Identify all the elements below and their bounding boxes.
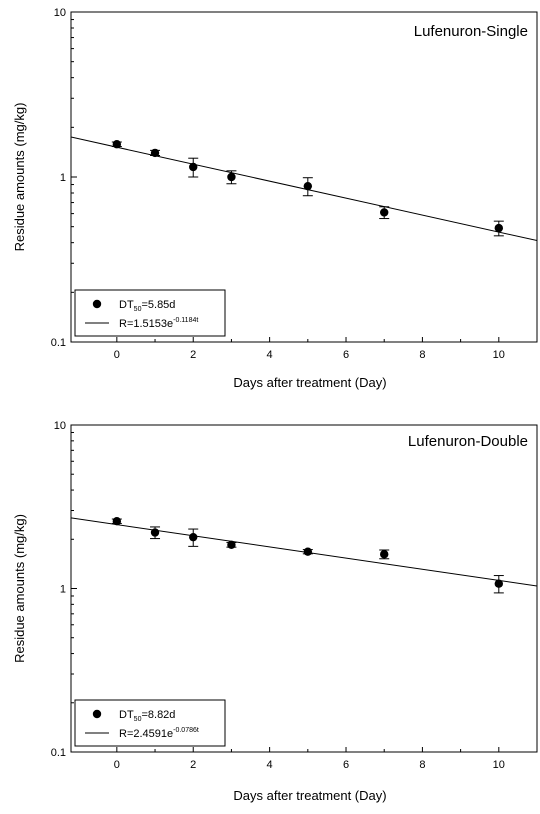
x-tick-label: 0 [114, 349, 120, 361]
legend: DT50=5.85d R=1.5153e-0.1184t [74, 289, 226, 337]
legend-dt-subscript: 50 [134, 716, 142, 723]
x-tick-label: 4 [267, 759, 273, 771]
legend-dt-subscript: 50 [134, 306, 142, 313]
x-tick-label: 10 [493, 349, 505, 361]
x-tick-label: 2 [190, 349, 196, 361]
chart-title: Lufenuron-Double [408, 433, 528, 450]
y-axis-label: Residue amounts (mg/kg) [12, 514, 27, 663]
y-tick-label: 0.1 [51, 747, 66, 759]
x-tick-label: 0 [114, 759, 120, 771]
legend-eq-exponent: -0.0786t [173, 727, 199, 734]
chart-title: Lufenuron-Single [414, 23, 528, 40]
legend-box [74, 699, 226, 747]
data-point [112, 517, 122, 526]
x-tick-label: 4 [267, 349, 273, 361]
data-point [227, 540, 236, 550]
legend-entry-equation: R=1.5153e-0.1184t [119, 317, 198, 330]
data-point [494, 223, 504, 233]
y-tick-label: 1 [60, 584, 66, 596]
legend-entry-equation: R=2.4591e-0.0786t [119, 727, 199, 740]
legend-dt-value: =8.82d [141, 709, 175, 721]
y-axis-label: Residue amounts (mg/kg) [12, 103, 27, 252]
data-point [303, 181, 313, 191]
data-point [150, 148, 160, 158]
legend-eq-prefix: R=2.4591e [119, 728, 173, 740]
legend-eq-prefix: R=1.5153e [119, 318, 173, 330]
x-tick-label: 6 [343, 349, 349, 361]
data-point [189, 162, 198, 172]
data-point [227, 172, 236, 182]
x-tick-label: 8 [419, 759, 425, 771]
legend-entry-dt50: DT50=5.85d [119, 299, 175, 313]
x-tick-label: 10 [493, 759, 505, 771]
legend: DT50=8.82d R=2.4591e-0.0786t [74, 699, 226, 747]
legend-eq-exponent: -0.1184t [173, 317, 198, 324]
data-point [150, 528, 160, 537]
x-tick-label: 2 [190, 759, 196, 771]
legend-entry-dt50: DT50=8.82d [119, 709, 175, 723]
data-point [494, 579, 504, 588]
legend-marker [92, 709, 102, 719]
chart-panel-1: 0 2 4 6 8 10 0.1 1 10 Days after treatment (Day) R… [12, 7, 538, 390]
fit-line [71, 136, 537, 242]
y-tick-label: 10 [54, 7, 66, 19]
legend-dt-prefix: DT [119, 299, 134, 311]
legend-dt-prefix: DT [119, 709, 134, 721]
y-tick-label: 1 [60, 172, 66, 184]
legend-box [74, 289, 226, 337]
x-axis-label: Days after treatment (Day) [233, 788, 386, 803]
chart-panel-2: 0 2 4 6 8 10 0.1 1 10 Days after treatment (Day) R… [12, 420, 538, 803]
data-point [303, 547, 313, 556]
data-point [189, 532, 198, 542]
data-point [112, 140, 122, 149]
x-tick-label: 8 [419, 349, 425, 361]
data-point [380, 550, 389, 559]
y-tick-label: 10 [54, 420, 66, 432]
legend-dt-value: =5.85d [141, 299, 175, 311]
y-tick-label: 0.1 [51, 337, 66, 349]
data-point [380, 208, 389, 217]
legend-marker [92, 299, 102, 309]
x-tick-label: 6 [343, 759, 349, 771]
x-axis-label: Days after treatment (Day) [233, 375, 386, 390]
